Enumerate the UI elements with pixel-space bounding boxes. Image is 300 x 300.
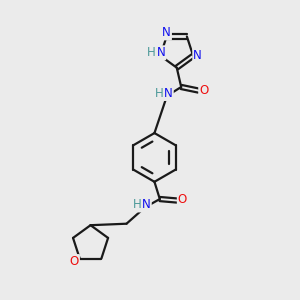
Text: O: O bbox=[199, 84, 208, 97]
Text: N: N bbox=[162, 26, 171, 39]
Text: O: O bbox=[70, 255, 79, 268]
Text: N: N bbox=[157, 46, 165, 59]
Text: H: H bbox=[146, 46, 155, 59]
Text: N: N bbox=[193, 49, 202, 62]
Text: H: H bbox=[133, 199, 142, 212]
Text: O: O bbox=[178, 193, 187, 206]
Text: N: N bbox=[164, 87, 173, 100]
Text: N: N bbox=[142, 199, 151, 212]
Text: H: H bbox=[155, 87, 164, 100]
